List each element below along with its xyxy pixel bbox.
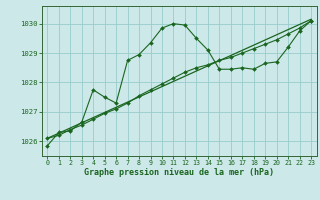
- X-axis label: Graphe pression niveau de la mer (hPa): Graphe pression niveau de la mer (hPa): [84, 168, 274, 177]
